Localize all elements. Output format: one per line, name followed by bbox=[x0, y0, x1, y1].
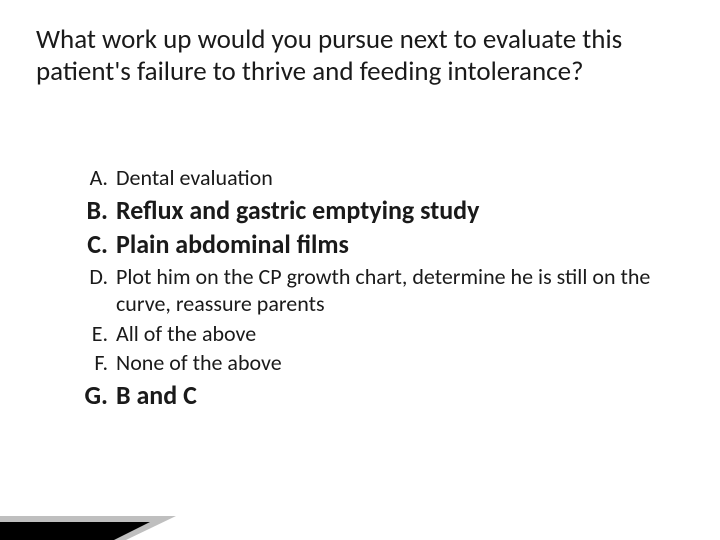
answer-g: G. B and C bbox=[82, 379, 682, 412]
answer-text: Plain abdominal films bbox=[116, 228, 682, 261]
answer-letter: F. bbox=[82, 349, 116, 377]
answer-letter: E. bbox=[82, 320, 116, 348]
answer-text: Plot him on the CP growth chart, determi… bbox=[116, 263, 682, 318]
answer-letter: D. bbox=[82, 263, 116, 318]
answer-letter: G. bbox=[82, 379, 116, 412]
answer-text: All of the above bbox=[116, 320, 682, 348]
question-text: What work up would you pursue next to ev… bbox=[36, 24, 656, 88]
answer-letter: C. bbox=[82, 228, 116, 261]
answer-c: C. Plain abdominal films bbox=[82, 228, 682, 261]
answer-text: B and C bbox=[116, 379, 682, 412]
answers-list: A. Dental evaluation B. Reflux and gastr… bbox=[82, 164, 682, 413]
answer-letter: A. bbox=[82, 164, 116, 192]
answer-e: E. All of the above bbox=[82, 320, 682, 348]
answer-d: D. Plot him on the CP growth chart, dete… bbox=[82, 263, 682, 318]
answer-b: B. Reflux and gastric emptying study bbox=[82, 194, 682, 227]
answer-text: Reflux and gastric emptying study bbox=[116, 194, 682, 227]
answer-text: Dental evaluation bbox=[116, 164, 682, 192]
answer-letter: B. bbox=[82, 194, 116, 227]
answer-text: None of the above bbox=[116, 349, 682, 377]
answer-a: A. Dental evaluation bbox=[82, 164, 682, 192]
corner-decoration bbox=[0, 510, 220, 540]
answer-f: F. None of the above bbox=[82, 349, 682, 377]
